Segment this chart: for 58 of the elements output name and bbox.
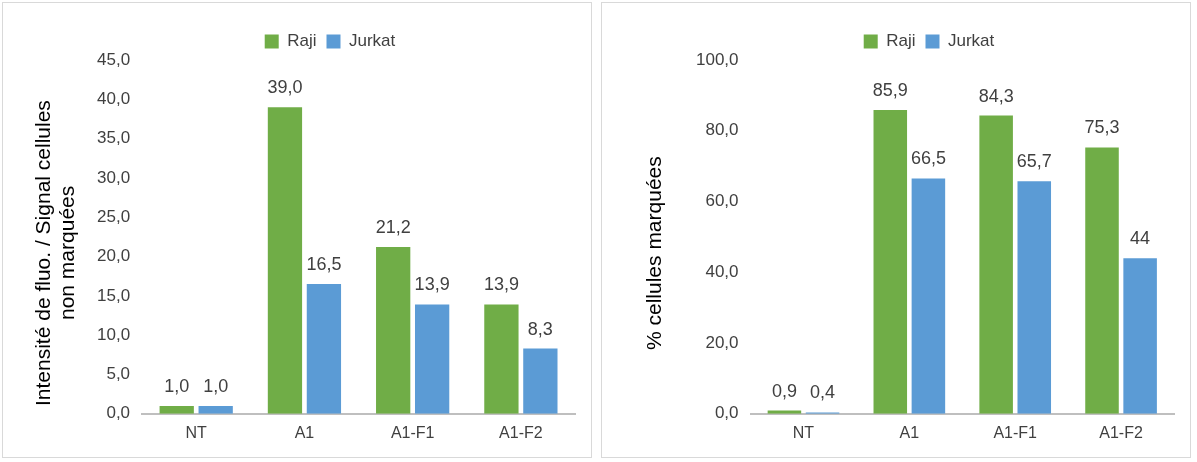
legend-label: Jurkat — [349, 31, 396, 51]
data-label: 1,0 — [203, 375, 229, 396]
bar — [873, 109, 908, 414]
bar — [911, 178, 946, 414]
y-tick-label: 10,0 — [96, 324, 131, 344]
y-axis-title: % cellules marquées — [641, 155, 666, 352]
y-tick-label: 35,0 — [96, 128, 131, 148]
data-label: 0,9 — [771, 380, 797, 401]
data-label: 21,2 — [375, 217, 411, 238]
x-tick-label: NT — [185, 423, 208, 441]
data-label: 85,9 — [872, 79, 908, 100]
bar — [523, 348, 558, 414]
x-tick-label: A1 — [294, 423, 315, 441]
x-tick-label: A1-F2 — [1099, 423, 1143, 441]
bar — [1017, 181, 1052, 414]
bar — [1123, 258, 1157, 414]
legend-label: Jurkat — [948, 31, 995, 51]
y-tick-label: 0,0 — [106, 403, 131, 423]
legend-label: Raji — [886, 31, 916, 51]
data-label: 8,3 — [527, 318, 553, 339]
data-label: 1,0 — [164, 375, 190, 396]
y-tick-label: 20,0 — [96, 246, 131, 266]
data-label: 13,9 — [483, 274, 519, 295]
y-tick-label: 0,0 — [714, 403, 739, 423]
y-tick-label: 80,0 — [705, 120, 739, 140]
data-label: 13,9 — [414, 274, 450, 295]
y-tick-label: 60,0 — [705, 191, 739, 211]
x-tick-label: NT — [792, 423, 815, 441]
bar — [484, 304, 519, 414]
data-label: 84,3 — [978, 85, 1014, 106]
data-label: 66,5 — [910, 148, 946, 169]
y-tick-label: 30,0 — [96, 167, 131, 187]
data-label: 39,0 — [267, 77, 303, 98]
data-label: 16,5 — [306, 254, 342, 275]
data-label: 75,3 — [1084, 117, 1120, 138]
y-tick-label: 40,0 — [96, 89, 131, 108]
y-tick-label: 5,0 — [106, 364, 131, 384]
x-tick-label: A1-F1 — [993, 423, 1038, 441]
y-tick-label: 40,0 — [705, 261, 739, 281]
y-tick-label: 15,0 — [96, 285, 131, 305]
y-tick-label: 25,0 — [96, 206, 131, 226]
bar — [415, 304, 450, 414]
x-tick-label: A1-F2 — [499, 423, 543, 441]
data-label: 0,4 — [810, 382, 836, 403]
legend-label: Raji — [287, 31, 317, 51]
y-tick-label: 20,0 — [705, 332, 739, 352]
y-axis-title: Intensité de fluo. / Signal cellules non marquées — [30, 99, 79, 408]
bar — [376, 247, 411, 414]
data-label: 65,7 — [1016, 151, 1052, 172]
y-tick-label: 100,0 — [695, 49, 739, 69]
bar — [979, 115, 1013, 414]
x-tick-label: A1 — [899, 423, 920, 441]
y-tick-label: 45,0 — [96, 49, 131, 69]
bar — [306, 284, 342, 414]
bar — [1085, 147, 1119, 414]
data-label: 44 — [1130, 228, 1151, 249]
bar — [267, 107, 303, 414]
x-tick-label: A1-F1 — [390, 423, 435, 441]
